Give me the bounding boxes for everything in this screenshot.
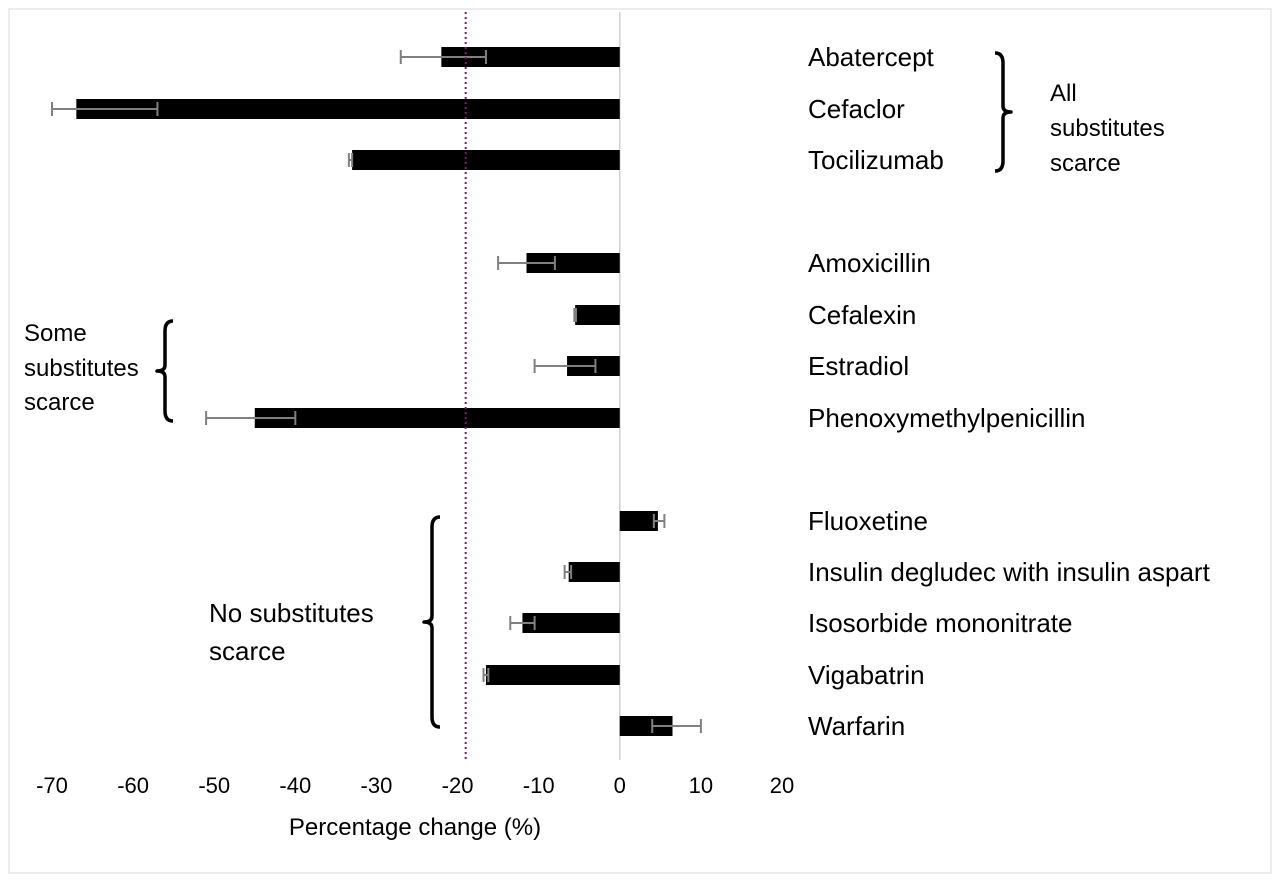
group-annotation: Some substitutes scarce <box>24 319 174 423</box>
category-label: Vigabatrin <box>808 660 925 690</box>
bar <box>575 305 620 325</box>
group-bracket <box>994 51 1013 173</box>
bar <box>352 150 620 170</box>
category-label: Abatercept <box>808 42 935 72</box>
category-label: Cefaclor <box>808 94 905 124</box>
x-axis-ticks: -70 -60 -50 -40 -30 -20 -10 0 10 20 <box>36 773 794 798</box>
error-bar <box>482 668 490 682</box>
error-bar <box>347 153 354 167</box>
category-label: Isosorbide mononitrate <box>808 608 1072 638</box>
category-label: Fluoxetine <box>808 506 928 536</box>
group-annotation: No substitutes scarce <box>209 515 441 729</box>
x-tick-label: -40 <box>279 773 311 798</box>
bar <box>254 408 620 428</box>
category-label: Tocilizumab <box>808 145 944 175</box>
group-label: substitutes <box>24 355 139 382</box>
error-bar <box>533 359 597 373</box>
group-label: No substitutes <box>209 598 374 628</box>
group-bracket <box>155 319 174 423</box>
bar <box>568 562 620 582</box>
group-label: All <box>1050 80 1077 107</box>
x-tick-label: -60 <box>117 773 149 798</box>
bar <box>485 665 620 685</box>
group-label: scarce <box>1050 150 1121 177</box>
x-tick-label: 20 <box>770 773 794 798</box>
group-label: scarce <box>209 636 286 666</box>
x-tick-label: 10 <box>689 773 713 798</box>
x-axis-title: Percentage change (%) <box>289 814 541 841</box>
group-label: substitutes <box>1050 115 1165 142</box>
category-label: Phenoxymethylpenicillin <box>808 403 1085 433</box>
category-label: Amoxicillin <box>808 248 931 278</box>
error-bar <box>651 719 702 733</box>
bar <box>526 253 620 273</box>
plot-area <box>51 12 702 760</box>
category-label: Estradiol <box>808 351 909 381</box>
category-labels: Abatercept Cefaclor Tocilizumab Amoxicillin… <box>808 42 1211 741</box>
category-label: Insulin degludec with insulin aspart <box>808 557 1211 587</box>
error-bar <box>497 256 556 270</box>
category-label: Warfarin <box>808 711 905 741</box>
group-annotation: All substitutes scarce <box>994 51 1165 177</box>
x-tick-label: -20 <box>442 773 474 798</box>
error-bar <box>652 514 666 528</box>
x-tick-label: -30 <box>361 773 393 798</box>
x-tick-label: -10 <box>523 773 555 798</box>
group-label: Some <box>24 320 87 347</box>
error-bar <box>205 411 297 425</box>
x-tick-label: -50 <box>198 773 230 798</box>
bar <box>619 716 673 736</box>
group-annotations: All substitutes scarce Some substitutes scarc… <box>24 51 1165 729</box>
error-bar <box>509 616 536 630</box>
group-label: scarce <box>24 389 95 416</box>
error-bar <box>563 565 573 579</box>
category-label: Cefalexin <box>808 300 916 330</box>
bar <box>76 99 620 119</box>
x-tick-label: 0 <box>614 773 626 798</box>
error-bar <box>399 50 487 64</box>
group-bracket <box>422 515 441 729</box>
x-tick-label: -70 <box>36 773 68 798</box>
error-bar <box>573 308 577 322</box>
error-bar <box>51 102 159 116</box>
bar <box>522 613 620 633</box>
bar <box>619 511 658 531</box>
